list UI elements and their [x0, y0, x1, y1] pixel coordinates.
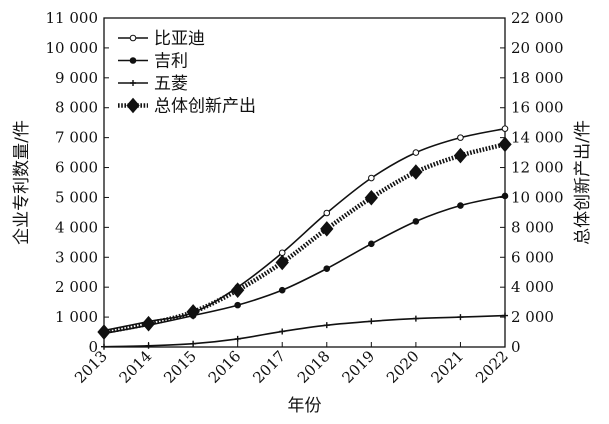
data-point	[275, 254, 289, 271]
data-point	[412, 149, 420, 156]
y-axis-left-label: 企业专利数量/件	[12, 120, 32, 245]
y-left-tick-label: 10 000	[46, 39, 99, 57]
data-point	[190, 340, 197, 347]
data-point	[498, 136, 512, 153]
data-point	[457, 202, 464, 209]
x-tick-label: 2014	[116, 347, 156, 387]
data-point	[323, 322, 330, 329]
y-left-tick-label: 11 000	[46, 9, 99, 27]
data-point	[323, 209, 331, 217]
data-point	[278, 286, 286, 294]
y-left-tick-label: 1 000	[55, 308, 98, 326]
y-left-tick-label: 6 000	[55, 159, 98, 177]
y-right-tick-label: 8 000	[511, 218, 554, 236]
data-point	[368, 318, 375, 325]
data-point	[186, 304, 200, 320]
y-left-tick-label: 7 000	[55, 129, 98, 147]
legend-item: 吉利	[118, 52, 188, 72]
y-axis-right-label: 总体创新产出/件	[573, 120, 593, 245]
data-point	[457, 314, 464, 321]
data-point	[364, 189, 378, 206]
x-tick-label: 2021	[428, 347, 468, 387]
y-right-tick-label: 20 000	[511, 39, 564, 57]
y-right-tick-label: 4 000	[511, 278, 554, 296]
data-point	[129, 57, 137, 64]
data-point	[501, 192, 509, 200]
data-point	[126, 97, 140, 114]
data-point	[279, 328, 286, 335]
data-point	[409, 164, 423, 180]
x-tick-label: 2017	[249, 347, 289, 387]
series-line	[103, 314, 506, 348]
legend-label: 比亚迪	[154, 29, 205, 49]
x-tick-label: 2019	[338, 347, 378, 387]
data-point	[412, 218, 420, 225]
series-group	[97, 136, 512, 340]
y-right-tick-label: 16 000	[511, 99, 564, 117]
data-point	[231, 282, 245, 298]
data-point	[323, 265, 331, 272]
legend-item: 五菱	[118, 74, 188, 94]
y-left-tick-label: 3 000	[55, 248, 98, 266]
x-tick-label: 2022	[472, 347, 512, 387]
x-axis-label: 年份	[288, 396, 322, 416]
series-line	[103, 142, 506, 335]
series-group	[100, 125, 509, 334]
series-line	[103, 127, 506, 332]
series-group	[100, 192, 509, 337]
y-left-tick-label: 9 000	[55, 69, 98, 87]
data-point	[320, 221, 334, 237]
legend-item: 比亚迪	[118, 29, 205, 49]
data-point	[101, 343, 107, 350]
series-group	[101, 312, 508, 350]
x-tick-label: 2013	[71, 347, 111, 387]
y-left-tick-label: 8 000	[55, 99, 98, 117]
data-point	[368, 174, 375, 182]
y-right-tick-label: 18 000	[511, 69, 564, 87]
plot-series	[97, 125, 512, 350]
x-tick-label: 2015	[160, 347, 200, 387]
y-right-tick-label: 22 000	[511, 9, 564, 27]
y-right-tick-label: 14 000	[511, 129, 564, 147]
y-right-tick-label: 12 000	[511, 159, 564, 177]
data-point	[457, 134, 464, 141]
y-left-tick-label: 2 000	[55, 278, 98, 296]
y-left-tick-label: 0	[88, 338, 98, 356]
x-tick-label: 2018	[294, 347, 334, 387]
y-right-tick-label: 2 000	[511, 308, 554, 326]
data-point	[234, 301, 241, 309]
x-tick-label: 2016	[205, 347, 245, 387]
series-line	[103, 195, 506, 335]
y-right-tick-label: 0	[511, 338, 521, 356]
data-point	[130, 80, 136, 86]
data-point	[145, 342, 152, 349]
legend-item: 总体创新产出	[118, 97, 256, 117]
data-point	[453, 147, 468, 164]
y-left-tick-label: 4 000	[55, 218, 98, 236]
data-point	[97, 324, 111, 340]
x-tick-label: 2020	[383, 347, 423, 387]
data-point	[141, 315, 156, 332]
plot-frame	[103, 17, 506, 348]
data-point	[368, 240, 375, 248]
y-right-tick-label: 10 000	[511, 188, 564, 206]
legend-label: 五菱	[154, 74, 188, 94]
y-left-tick-label: 5 000	[55, 188, 98, 206]
data-point	[234, 335, 241, 342]
y-right-tick-label: 6 000	[511, 248, 554, 266]
legend-label: 总体创新产出	[154, 97, 256, 117]
legend-label: 吉利	[154, 52, 188, 72]
data-point	[502, 312, 508, 319]
data-point	[129, 34, 137, 42]
data-point	[501, 125, 509, 132]
data-point	[412, 315, 419, 322]
